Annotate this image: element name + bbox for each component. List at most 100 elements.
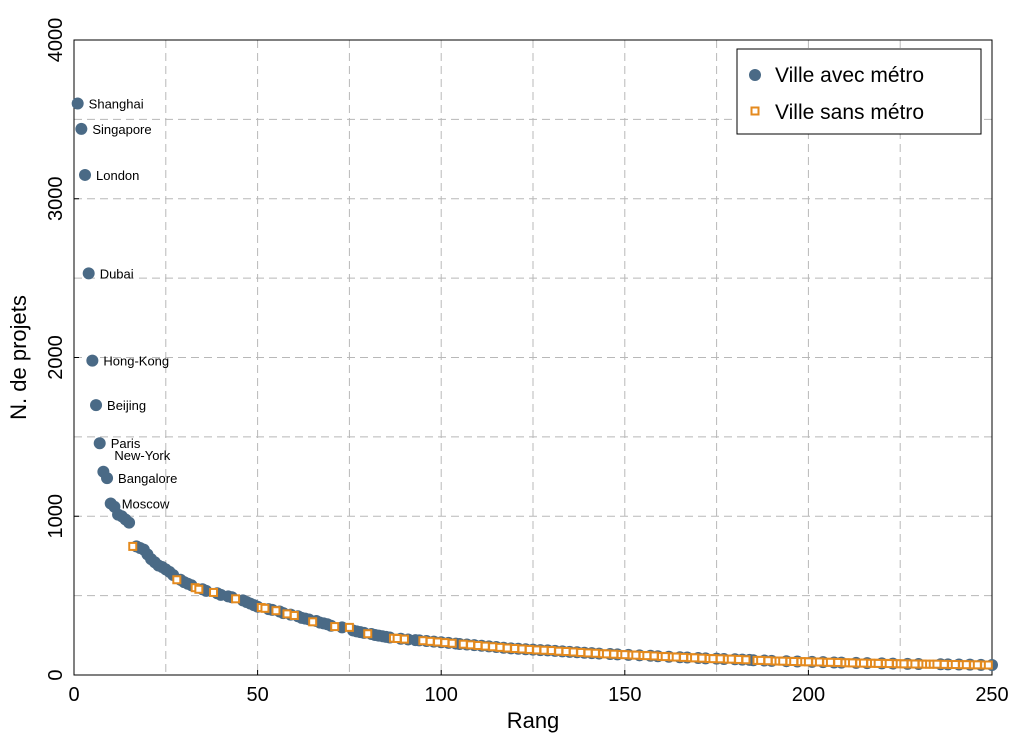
point-without-metro: [726, 654, 736, 664]
legend-box: [736, 48, 982, 135]
point-without-metro: [590, 648, 600, 658]
point-without-metro: [576, 647, 586, 657]
gridlines: [74, 40, 992, 675]
point-without-metro: [458, 639, 468, 649]
city-label: Paris: [111, 436, 141, 451]
point-without-metro: [209, 587, 219, 597]
point-with-metro: [93, 437, 106, 450]
point-without-metro: [778, 656, 788, 666]
legend-square-marker: [750, 106, 760, 116]
point-with-metro: [75, 122, 88, 135]
point-without-metro: [271, 606, 281, 616]
point-without-metro: [631, 650, 641, 660]
point-with-metro: [101, 472, 114, 485]
point-without-metro: [561, 647, 571, 657]
point-without-metro: [814, 657, 824, 667]
point-without-metro: [433, 637, 443, 647]
point-without-metro: [649, 651, 659, 661]
legend-label-without-metro: Ville sans métro: [775, 101, 924, 124]
point-without-metro: [495, 642, 505, 652]
point-without-metro: [399, 634, 409, 644]
point-without-metro: [961, 660, 971, 670]
point-without-metro: [803, 657, 813, 667]
x-tick-label: 100: [425, 684, 458, 706]
point-without-metro: [308, 617, 318, 627]
x-axis-title: Rang: [507, 708, 560, 733]
point-without-metro: [972, 660, 982, 670]
point-without-metro: [330, 622, 340, 632]
point-without-metro: [425, 636, 435, 646]
city-label: New-York: [114, 448, 170, 463]
point-without-metro: [884, 659, 894, 669]
city-label: Beijing: [107, 398, 146, 413]
point-without-metro: [789, 657, 799, 667]
point-without-metro: [554, 646, 564, 656]
point-without-metro: [568, 647, 578, 657]
point-without-metro: [715, 654, 725, 664]
legend: Ville avec métro Ville sans métro: [736, 48, 982, 135]
city-label: London: [96, 168, 139, 183]
point-without-metro: [950, 660, 960, 670]
point-without-metro: [708, 654, 718, 664]
legend-label-with-metro: Ville avec métro: [775, 64, 924, 87]
point-without-metro: [679, 652, 689, 662]
city-label: Hong-Kong: [103, 354, 169, 369]
data-points: [71, 97, 998, 671]
point-without-metro: [418, 636, 428, 646]
point-without-metro: [532, 645, 542, 655]
city-annotations: Shanghai Singapore London Dubai Hong-Kong Bei…: [89, 97, 178, 512]
point-without-metro: [546, 646, 556, 656]
point-without-metro: [392, 633, 402, 643]
point-without-metro: [858, 658, 868, 668]
point-without-metro: [363, 629, 373, 639]
y-tick-label: 4000: [45, 18, 67, 63]
point-without-metro: [763, 656, 773, 666]
x-tick-label: 250: [975, 684, 1008, 706]
point-without-metro: [660, 652, 670, 662]
point-without-metro: [932, 659, 942, 669]
point-with-metro: [82, 267, 95, 280]
x-tick-label: 200: [792, 684, 825, 706]
point-without-metro: [671, 652, 681, 662]
y-axis-title: N. de projets: [6, 295, 31, 420]
point-without-metro: [690, 653, 700, 663]
point-without-metro: [847, 658, 857, 668]
point-without-metro: [231, 594, 241, 604]
point-without-metro: [289, 610, 299, 620]
y-tick-label: 3000: [45, 177, 67, 222]
point-without-metro: [344, 622, 354, 632]
y-tick-label: 2000: [45, 335, 67, 380]
point-without-metro: [642, 651, 652, 661]
point-without-metro: [539, 645, 549, 655]
point-without-metro: [833, 657, 843, 667]
point-with-metro: [79, 168, 92, 181]
point-with-metro: [90, 399, 103, 412]
y-tick-label: 0: [45, 669, 67, 680]
x-tick-label: 0: [68, 684, 79, 706]
point-without-metro: [502, 643, 512, 653]
point-without-metro: [510, 643, 520, 653]
point-without-metro: [440, 638, 450, 648]
city-label: Dubai: [100, 266, 134, 281]
x-tick-label: 50: [246, 684, 268, 706]
point-without-metro: [194, 584, 204, 594]
point-without-metro: [517, 644, 527, 654]
point-without-metro: [609, 649, 619, 659]
point-without-metro: [873, 658, 883, 668]
point-without-metro: [620, 650, 630, 660]
point-without-metro: [128, 541, 138, 551]
point-without-metro: [172, 575, 182, 585]
point-without-metro: [524, 644, 534, 654]
point-without-metro: [601, 649, 611, 659]
point-without-metro: [697, 653, 707, 663]
point-without-metro: [466, 640, 476, 650]
point-without-metro: [488, 642, 498, 652]
point-without-metro: [825, 657, 835, 667]
point-without-metro: [447, 638, 457, 648]
legend-circle-marker: [749, 69, 761, 81]
point-without-metro: [756, 655, 766, 665]
point-with-metro: [86, 354, 99, 367]
point-without-metro: [734, 654, 744, 664]
point-without-metro: [473, 640, 483, 650]
